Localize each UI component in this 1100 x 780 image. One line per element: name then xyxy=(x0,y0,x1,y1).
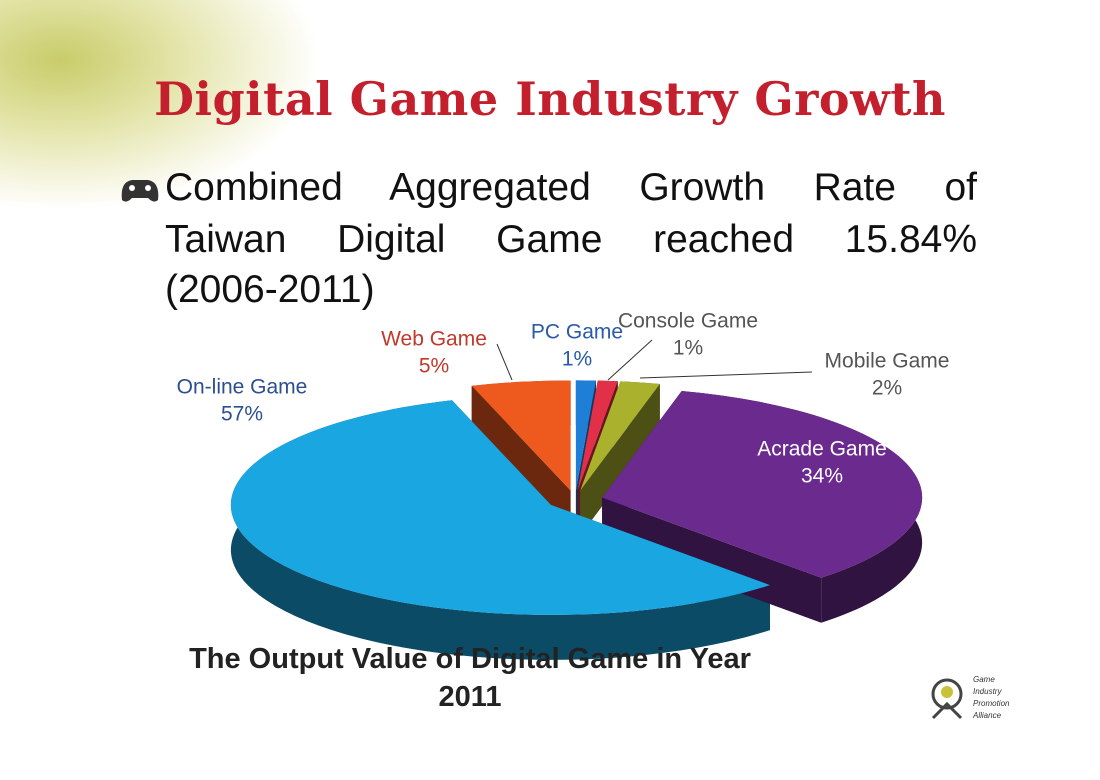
bullet-icon xyxy=(121,180,159,202)
value-label: 1% xyxy=(673,337,703,360)
slice-label: Console Game xyxy=(618,310,758,333)
bullet-text: Combined Aggregated Growth Rate of xyxy=(165,166,977,209)
value-label: 57% xyxy=(221,403,263,426)
bullet-text: Taiwan Digital Game reached 15.84% xyxy=(165,218,977,261)
pie-slice xyxy=(575,380,596,491)
slice-side xyxy=(230,400,770,660)
slice-label: PC Game xyxy=(531,321,623,344)
pie-slice xyxy=(577,380,618,491)
leader-line xyxy=(639,371,813,379)
bullet-text: (2006-2011) xyxy=(165,268,375,311)
value-label: 1% xyxy=(562,348,592,371)
value-label: 34% xyxy=(801,465,843,488)
pie-tops xyxy=(230,380,923,615)
logo: Game Industry Promotion Alliance xyxy=(931,675,1010,720)
logo-text: Promotion xyxy=(973,699,1010,708)
logo-text: Game xyxy=(973,675,995,684)
pie-slice xyxy=(471,380,571,491)
pie-slice xyxy=(230,400,770,615)
slide-title: Digital Game Industry Growth xyxy=(154,72,946,126)
logo-text: Alliance xyxy=(972,711,1002,720)
logo-text: Industry xyxy=(973,687,1002,696)
slice-label: Mobile Game xyxy=(825,350,950,373)
value-label: 2% xyxy=(872,377,902,400)
leader-line xyxy=(607,339,653,381)
value-label: 5% xyxy=(419,355,449,378)
slice-side xyxy=(602,497,822,623)
slice-label: On-line Game xyxy=(177,376,308,399)
slice-label: Web Game xyxy=(381,328,487,351)
pie-slice xyxy=(580,381,660,491)
chart-title: The Output Value of Digital Game in Year… xyxy=(189,643,751,713)
slice-label: Acrade Game xyxy=(757,438,887,461)
pie-slice xyxy=(602,391,923,578)
leader-line xyxy=(496,343,513,381)
